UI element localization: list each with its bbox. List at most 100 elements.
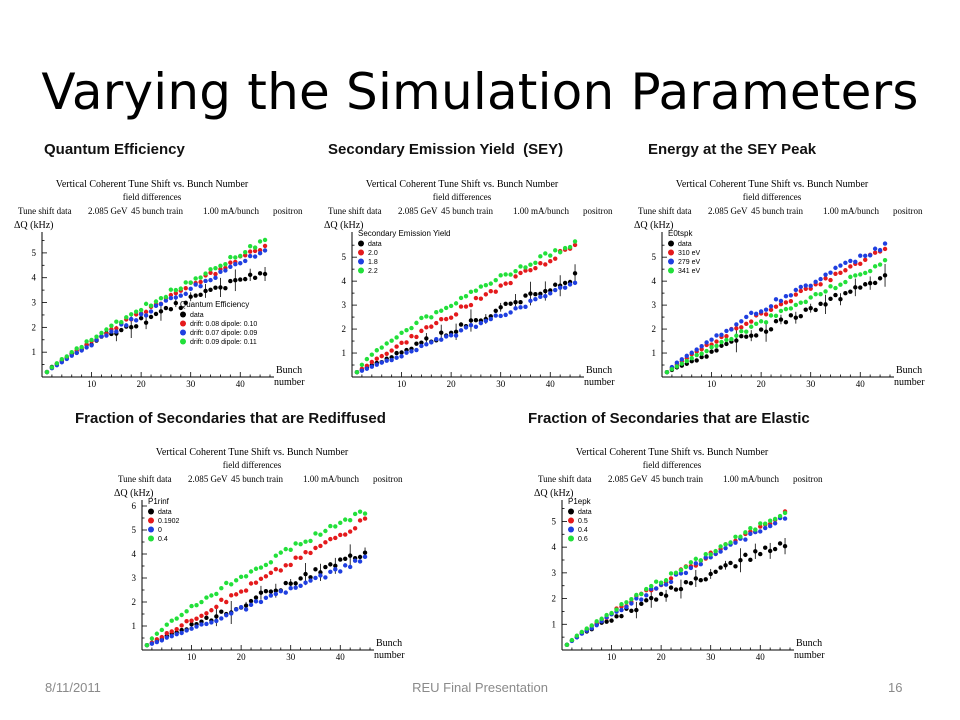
data-point bbox=[548, 259, 553, 264]
data-point bbox=[543, 293, 548, 299]
data-point bbox=[709, 337, 714, 342]
legend-marker bbox=[358, 249, 364, 256]
data-point bbox=[594, 622, 599, 628]
data-point bbox=[768, 307, 774, 313]
data-point bbox=[803, 283, 808, 288]
data-point bbox=[178, 293, 183, 298]
data-point bbox=[283, 546, 288, 552]
data-point bbox=[848, 274, 853, 280]
data-point bbox=[518, 305, 523, 310]
data-point bbox=[283, 563, 288, 568]
data-point bbox=[69, 353, 74, 358]
data-point bbox=[683, 564, 689, 570]
y-tick-label: 1 bbox=[132, 621, 137, 631]
data-point bbox=[453, 301, 459, 306]
data-point bbox=[478, 284, 484, 289]
data-point bbox=[843, 291, 848, 296]
data-point bbox=[343, 556, 348, 562]
data-point bbox=[257, 250, 263, 256]
data-point bbox=[399, 330, 404, 335]
data-point bbox=[668, 585, 674, 590]
data-point bbox=[823, 289, 828, 294]
data-point bbox=[429, 340, 434, 345]
data-point bbox=[409, 349, 414, 354]
data-point bbox=[744, 329, 749, 334]
y-tick-label: 1 bbox=[552, 619, 557, 629]
data-point bbox=[803, 286, 808, 291]
y-tick-label: 4 bbox=[342, 276, 347, 286]
data-point bbox=[788, 313, 794, 318]
data-point bbox=[129, 312, 134, 317]
data-point bbox=[59, 360, 65, 365]
data-point bbox=[572, 242, 578, 248]
legend-entry: drift: 0.09 dipole: 0.11 bbox=[190, 339, 257, 346]
data-point bbox=[523, 293, 528, 298]
data-point bbox=[719, 332, 724, 338]
data-point bbox=[148, 314, 154, 320]
data-point bbox=[778, 298, 784, 304]
plot-info-item: 1.00 mA/bunch bbox=[823, 206, 879, 216]
plot-info-item: 2.085 GeV bbox=[88, 206, 128, 216]
data-point bbox=[538, 261, 543, 266]
data-point bbox=[562, 285, 568, 290]
data-point bbox=[793, 302, 799, 308]
data-point bbox=[273, 553, 279, 558]
data-point bbox=[439, 330, 444, 335]
data-point bbox=[589, 623, 594, 628]
data-point bbox=[308, 538, 313, 544]
x-tick-label: 30 bbox=[496, 379, 506, 389]
data-point bbox=[374, 362, 379, 367]
data-point bbox=[698, 577, 703, 583]
data-point bbox=[384, 358, 389, 363]
data-point bbox=[689, 355, 694, 361]
plot-info-item: 1.00 mA/bunch bbox=[513, 206, 569, 216]
y-tick-label: 4 bbox=[32, 273, 37, 283]
data-point bbox=[493, 313, 498, 318]
data-point bbox=[688, 580, 694, 586]
data-point bbox=[833, 285, 838, 291]
x-axis-label-2: number bbox=[374, 650, 405, 661]
legend-marker bbox=[568, 535, 574, 542]
data-point bbox=[298, 583, 303, 589]
data-point bbox=[74, 350, 79, 356]
data-point bbox=[347, 517, 353, 523]
data-point bbox=[308, 575, 313, 580]
data-point bbox=[194, 624, 199, 629]
data-point bbox=[679, 361, 685, 366]
data-point bbox=[354, 370, 360, 375]
data-point bbox=[808, 283, 813, 289]
data-point bbox=[668, 576, 674, 581]
data-point bbox=[352, 511, 358, 517]
data-point bbox=[858, 261, 863, 267]
data-point bbox=[443, 305, 449, 311]
data-point bbox=[173, 287, 179, 293]
data-point bbox=[252, 245, 258, 250]
data-point bbox=[763, 312, 769, 317]
data-point bbox=[243, 607, 249, 612]
data-point bbox=[674, 360, 680, 365]
data-point bbox=[749, 310, 754, 316]
data-point bbox=[567, 244, 573, 250]
data-point bbox=[223, 262, 228, 267]
data-point bbox=[818, 291, 823, 297]
x-tick-label: 40 bbox=[336, 652, 346, 662]
data-point bbox=[699, 343, 704, 349]
data-point bbox=[144, 643, 150, 648]
data-point bbox=[243, 603, 249, 608]
data-point bbox=[468, 318, 474, 323]
legend-title: P1epk bbox=[568, 497, 592, 506]
plot-info-item: 2.085 GeV bbox=[708, 206, 748, 216]
data-point bbox=[208, 287, 213, 292]
data-point bbox=[863, 257, 868, 262]
data-point bbox=[69, 349, 74, 355]
data-point bbox=[338, 520, 343, 526]
data-point bbox=[488, 288, 493, 294]
data-point bbox=[714, 348, 719, 353]
data-point bbox=[359, 362, 365, 367]
data-point bbox=[458, 304, 464, 309]
data-point bbox=[219, 597, 224, 603]
data-point bbox=[773, 297, 779, 302]
data-point bbox=[767, 518, 773, 523]
data-point bbox=[154, 639, 160, 645]
data-point bbox=[343, 563, 348, 568]
